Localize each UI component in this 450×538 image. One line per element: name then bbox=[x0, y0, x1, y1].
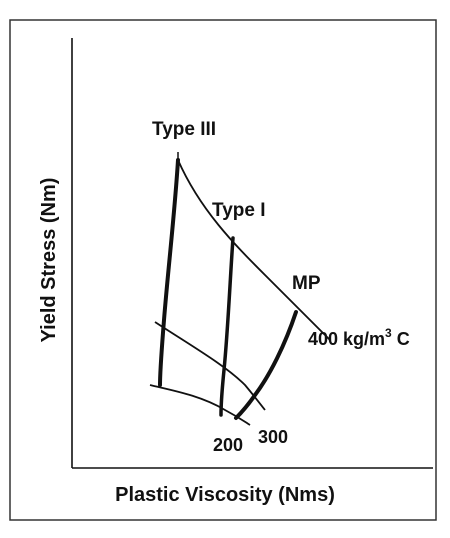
label-type-iii: Type III bbox=[152, 119, 216, 140]
label-iso-400-sup: 3 bbox=[385, 326, 392, 340]
iso-line-300 bbox=[154, 321, 266, 411]
outer-frame bbox=[9, 19, 437, 521]
label-iso-200: 200 bbox=[213, 435, 243, 455]
curve-type-i bbox=[219, 236, 235, 417]
label-mp: MP bbox=[292, 273, 321, 294]
label-iso-400: 400 kg/m3 C bbox=[308, 326, 410, 349]
label-iso-400-suffix: C bbox=[392, 329, 410, 349]
iso-line-400 bbox=[177, 159, 331, 341]
curve-type-iii bbox=[158, 158, 180, 387]
x-axis-title: Plastic Viscosity (Nms) bbox=[115, 484, 335, 506]
label-iso-300: 300 bbox=[258, 427, 288, 447]
curve-mp bbox=[234, 310, 298, 420]
label-type-i: Type I bbox=[212, 200, 266, 221]
iso-line-200 bbox=[149, 384, 251, 426]
y-axis-title: Yield Stress (Nm) bbox=[38, 178, 60, 343]
label-iso-400-base: 400 kg/m bbox=[308, 329, 385, 349]
